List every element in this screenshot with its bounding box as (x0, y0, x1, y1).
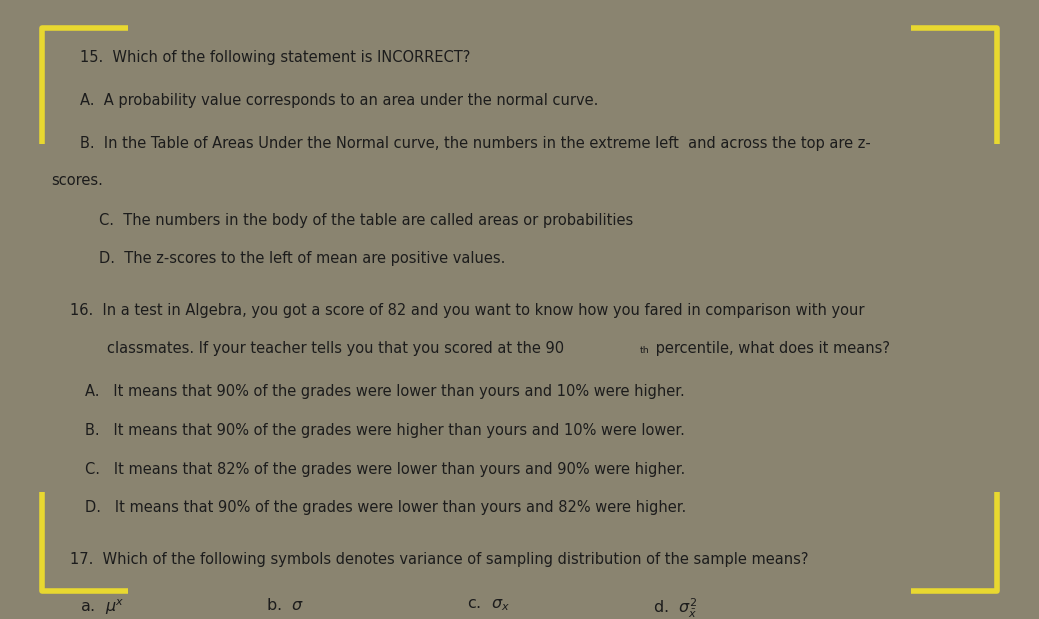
Text: 16.  In a test in Algebra, you got a score of 82 and you want to know how you fa: 16. In a test in Algebra, you got a scor… (71, 303, 864, 318)
Text: d.  $\sigma^2_{\bar{x}}$: d. $\sigma^2_{\bar{x}}$ (654, 597, 697, 619)
Text: percentile, what does it means?: percentile, what does it means? (650, 342, 889, 357)
Text: th: th (640, 346, 649, 355)
Text: 17.  Which of the following symbols denotes variance of sampling distribution of: 17. Which of the following symbols denot… (71, 552, 808, 566)
Text: A.   It means that 90% of the grades were lower than yours and 10% were higher.: A. It means that 90% of the grades were … (84, 384, 685, 399)
Text: C.   It means that 82% of the grades were lower than yours and 90% were higher.: C. It means that 82% of the grades were … (84, 462, 685, 477)
Text: D.  The z-scores to the left of mean are positive values.: D. The z-scores to the left of mean are … (99, 251, 505, 266)
Text: D.   It means that 90% of the grades were lower than yours and 82% were higher.: D. It means that 90% of the grades were … (84, 500, 686, 515)
Text: b.  $\sigma$: b. $\sigma$ (266, 597, 304, 613)
Text: 15.  Which of the following statement is INCORRECT?: 15. Which of the following statement is … (80, 50, 471, 66)
Text: C.  The numbers in the body of the table are called areas or probabilities: C. The numbers in the body of the table … (99, 213, 633, 228)
Text: B.   It means that 90% of the grades were higher than yours and 10% were lower.: B. It means that 90% of the grades were … (84, 423, 685, 438)
Text: classmates. If your teacher tells you that you scored at the 90: classmates. If your teacher tells you th… (107, 342, 564, 357)
Text: a.  $\mu^x$: a. $\mu^x$ (80, 597, 125, 617)
Text: scores.: scores. (51, 173, 103, 188)
Text: B.  In the Table of Areas Under the Normal curve, the numbers in the extreme lef: B. In the Table of Areas Under the Norma… (80, 136, 871, 151)
Text: c.  $\sigma_x$: c. $\sigma_x$ (467, 597, 510, 613)
Text: A.  A probability value corresponds to an area under the normal curve.: A. A probability value corresponds to an… (80, 93, 598, 108)
